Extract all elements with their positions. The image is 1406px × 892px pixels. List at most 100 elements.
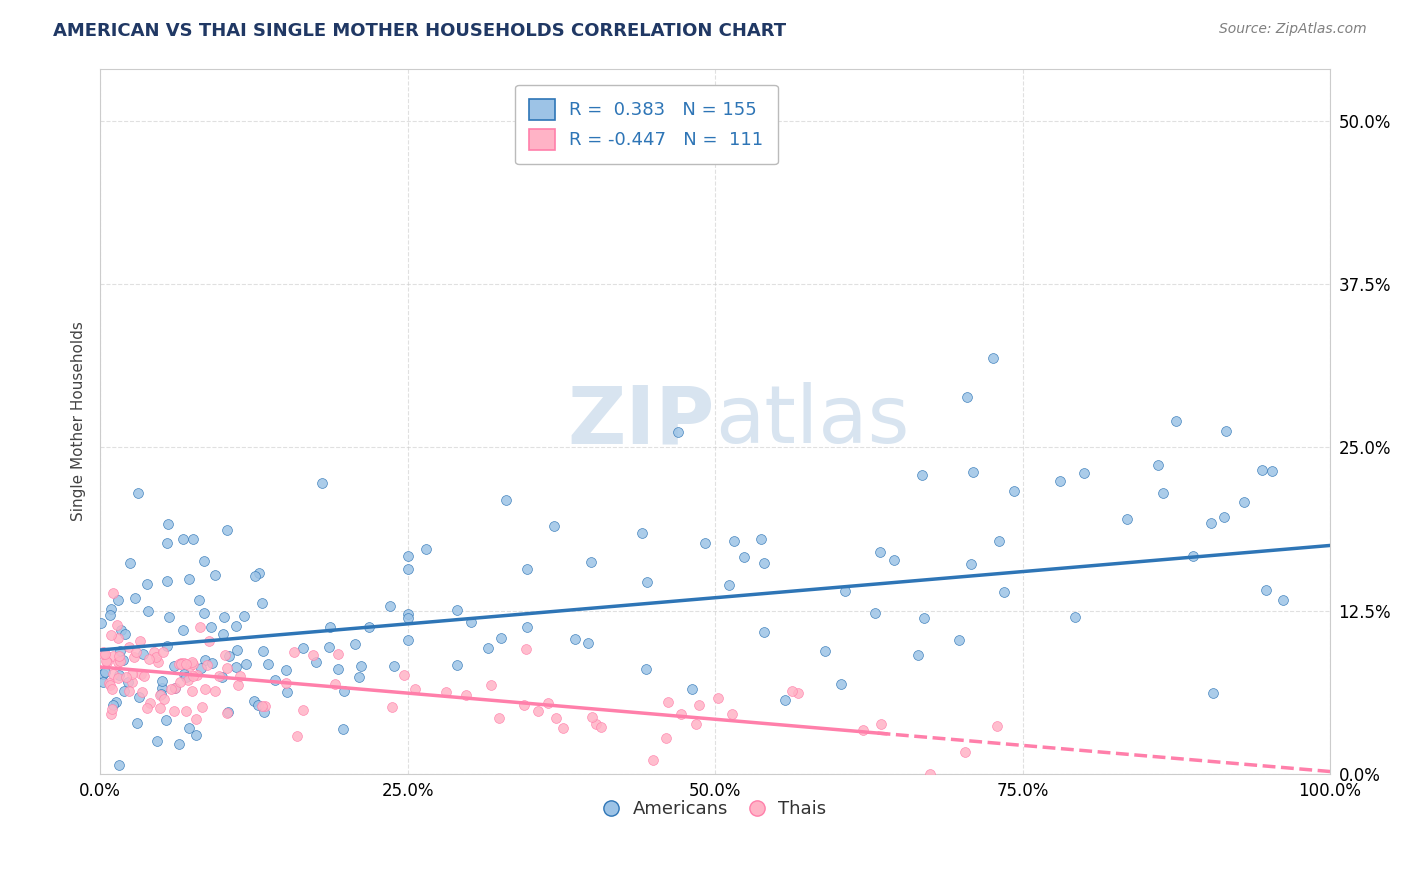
Point xyxy=(489,631,512,645)
Point xyxy=(100,628,122,642)
Point xyxy=(252,596,274,610)
Point xyxy=(118,640,141,655)
Point xyxy=(136,700,159,714)
Point xyxy=(121,674,143,689)
Legend: Americans, Thais: Americans, Thais xyxy=(596,793,834,825)
Point xyxy=(718,577,741,591)
Point xyxy=(754,624,776,639)
Point xyxy=(215,706,238,720)
Point xyxy=(311,475,333,490)
Point xyxy=(631,525,654,540)
Point xyxy=(127,716,149,731)
Point xyxy=(215,523,238,537)
Point xyxy=(128,690,150,704)
Point xyxy=(162,704,184,718)
Point xyxy=(152,645,174,659)
Point xyxy=(693,536,716,550)
Point xyxy=(634,662,657,676)
Point xyxy=(380,599,402,614)
Point xyxy=(186,668,208,682)
Point xyxy=(396,562,419,576)
Point xyxy=(392,668,415,682)
Point xyxy=(204,567,226,582)
Point xyxy=(191,700,214,714)
Point xyxy=(148,655,170,669)
Point xyxy=(981,351,1004,365)
Point xyxy=(1152,486,1174,500)
Point xyxy=(357,619,380,633)
Point xyxy=(107,655,129,669)
Point xyxy=(225,619,247,633)
Point xyxy=(446,602,468,616)
Point xyxy=(118,556,141,570)
Point xyxy=(883,552,905,566)
Point xyxy=(124,645,146,659)
Point xyxy=(155,713,177,727)
Point xyxy=(488,711,510,725)
Point xyxy=(138,696,160,710)
Point xyxy=(446,658,468,673)
Point xyxy=(434,685,457,699)
Point xyxy=(101,667,124,681)
Point xyxy=(96,655,118,669)
Point xyxy=(90,616,112,631)
Point xyxy=(149,688,172,702)
Point xyxy=(162,658,184,673)
Point xyxy=(986,718,1008,732)
Point xyxy=(636,575,658,590)
Point xyxy=(1256,583,1278,598)
Point xyxy=(101,648,124,663)
Point xyxy=(107,671,129,685)
Point xyxy=(170,657,193,671)
Point xyxy=(172,533,194,547)
Point xyxy=(1250,463,1272,477)
Point xyxy=(124,591,146,605)
Point xyxy=(200,620,222,634)
Point xyxy=(149,701,172,715)
Point xyxy=(108,668,131,682)
Point xyxy=(257,657,280,671)
Point xyxy=(208,668,231,682)
Point xyxy=(214,610,236,624)
Point xyxy=(852,723,875,737)
Point xyxy=(254,698,277,713)
Point xyxy=(98,608,121,623)
Point xyxy=(332,722,354,736)
Point xyxy=(128,634,150,648)
Point xyxy=(181,533,204,547)
Point xyxy=(226,643,249,657)
Point xyxy=(215,661,238,675)
Point xyxy=(1164,414,1187,428)
Point xyxy=(907,648,929,663)
Point xyxy=(190,661,212,675)
Point xyxy=(174,657,197,671)
Point xyxy=(956,390,979,404)
Point xyxy=(94,654,117,668)
Point xyxy=(526,704,548,718)
Point xyxy=(218,648,240,663)
Point xyxy=(291,641,314,656)
Point xyxy=(754,556,776,570)
Point xyxy=(229,669,252,683)
Point xyxy=(136,604,159,618)
Point xyxy=(181,684,204,698)
Point xyxy=(91,675,114,690)
Point xyxy=(460,615,482,630)
Point xyxy=(150,674,173,689)
Point xyxy=(101,682,124,697)
Point xyxy=(179,659,201,673)
Point xyxy=(235,657,257,671)
Point xyxy=(127,486,149,500)
Point xyxy=(749,532,772,546)
Point xyxy=(292,703,315,717)
Point xyxy=(319,619,342,633)
Point xyxy=(110,654,132,668)
Point xyxy=(274,663,297,677)
Point xyxy=(121,667,143,681)
Point xyxy=(157,516,180,531)
Point xyxy=(404,682,426,697)
Point xyxy=(167,657,190,671)
Point xyxy=(91,667,114,681)
Point xyxy=(179,573,201,587)
Point xyxy=(643,753,665,767)
